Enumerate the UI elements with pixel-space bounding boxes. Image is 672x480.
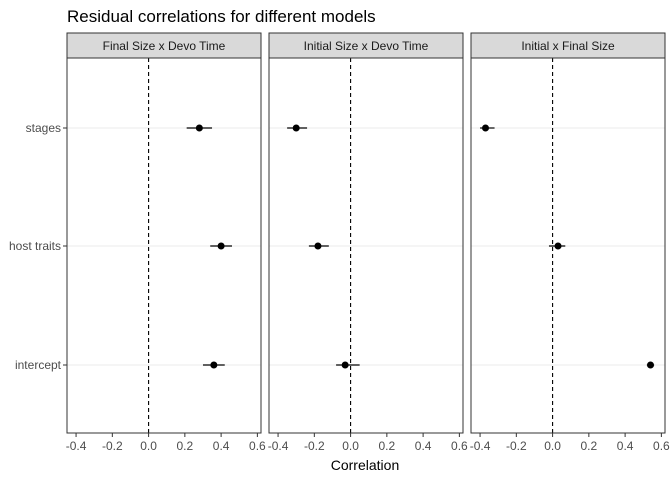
facet-strip — [470, 32, 666, 59]
x-tick-label: -0.4 — [470, 439, 491, 453]
data-point — [314, 242, 322, 250]
x-tick-label: -0.2 — [102, 439, 123, 453]
x-tick-label: 0.2 — [581, 439, 598, 453]
data-point — [341, 361, 349, 369]
data-point — [554, 242, 562, 250]
facet-panel: Final Size x Devo Time -0.4 -0.2 0.0 0.2 0.4 0… — [66, 32, 266, 453]
x-tick-label: -0.4 — [268, 439, 289, 453]
x-tick-label: 0.2 — [379, 439, 396, 453]
x-tick-label: 0.4 — [617, 439, 634, 453]
x-tick-label: -0.2 — [304, 439, 325, 453]
y-tick-label: host traits — [9, 239, 61, 253]
data-point — [646, 361, 654, 369]
x-tick-label: 0.4 — [213, 439, 230, 453]
y-tick-label: stages — [26, 121, 61, 135]
panel-border — [470, 57, 666, 434]
data-point — [217, 242, 225, 250]
x-tick-label: 0.6 — [451, 439, 468, 453]
facet-panel: Initial x Final Size -0.4 -0.2 0.0 0.2 0.4 0.6 — [470, 32, 670, 453]
x-tick-label: 0.4 — [415, 439, 432, 453]
x-axis-title: Correlation — [331, 457, 399, 473]
x-tick-label: -0.4 — [66, 439, 87, 453]
x-tick-label: 0.6 — [653, 439, 670, 453]
chart-title: Residual correlations for different mode… — [67, 7, 376, 26]
data-point — [292, 124, 300, 132]
x-tick-label: 0.0 — [342, 439, 359, 453]
facet-strip-title: Initial x Final Size — [521, 39, 615, 53]
panel-border — [268, 57, 464, 434]
x-tick-label: 0.2 — [177, 439, 194, 453]
x-tick-label: 0.6 — [249, 439, 266, 453]
x-tick-label: -0.2 — [506, 439, 527, 453]
facet-strip-title: Final Size x Devo Time — [103, 39, 226, 53]
y-axis-labels: stages host traits intercept — [9, 121, 67, 372]
data-point — [482, 124, 490, 132]
x-tick-label: 0.0 — [140, 439, 157, 453]
facet-panel: Initial Size x Devo Time -0.4 -0.2 0.0 0.2 0.… — [268, 32, 468, 453]
data-point — [195, 124, 203, 132]
facet-panels: Final Size x Devo Time -0.4 -0.2 0.0 0.2 0.4 0… — [66, 32, 670, 453]
facet-strip — [66, 32, 262, 59]
x-tick-label: 0.0 — [544, 439, 561, 453]
facet-strip-title: Initial Size x Devo Time — [304, 39, 429, 53]
y-tick-label: intercept — [15, 358, 62, 372]
data-point — [210, 361, 218, 369]
